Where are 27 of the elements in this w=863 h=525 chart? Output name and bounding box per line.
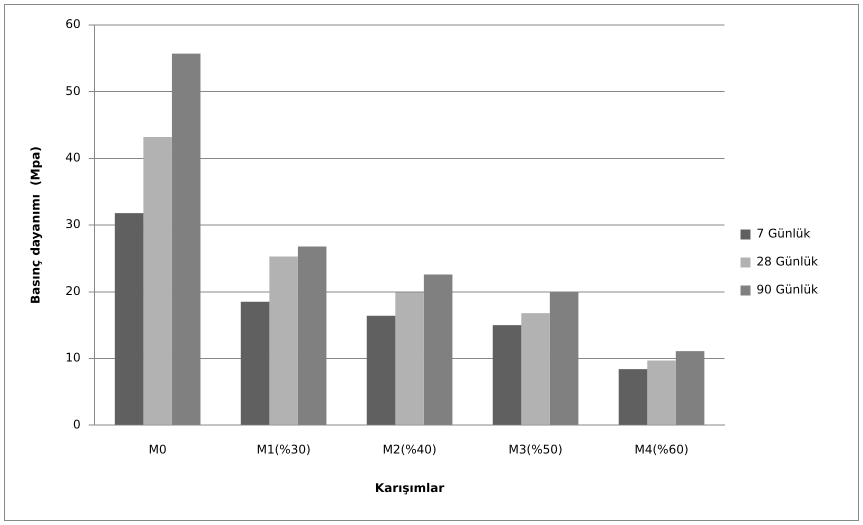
bar [366, 316, 396, 425]
x-tick-label: M3(%50) [508, 442, 563, 457]
x-tick-label: M1(%30) [256, 442, 311, 457]
legend-label: 28 Günlük [756, 254, 818, 269]
bar [521, 313, 550, 425]
bar [647, 360, 676, 425]
bar [492, 325, 522, 425]
bar [395, 292, 424, 425]
y-tick-label: 20 [65, 284, 81, 298]
bar [269, 256, 298, 425]
legend-label: 90 Günlük [756, 282, 818, 297]
y-tick-label: 10 [65, 350, 81, 365]
y-tick-label: 30 [65, 217, 81, 232]
x-tick-label: M0 [148, 442, 167, 457]
y-axis-title: Basınç dayanımı (Mpa) [28, 146, 42, 304]
bar [618, 369, 648, 425]
x-tick-label: M4(%60) [634, 442, 689, 457]
x-tick-label: M2(%40) [382, 442, 437, 457]
legend-label: 7 Günlük [756, 226, 810, 241]
y-tick-label: 40 [65, 150, 81, 165]
y-tick-label: 60 [65, 17, 81, 32]
bar [143, 137, 172, 425]
x-axis-title: Karışımlar [374, 480, 444, 495]
y-tick-label: 0 [73, 417, 81, 432]
y-tick-label: 50 [65, 84, 81, 98]
bar [114, 213, 144, 425]
bar [240, 302, 270, 425]
